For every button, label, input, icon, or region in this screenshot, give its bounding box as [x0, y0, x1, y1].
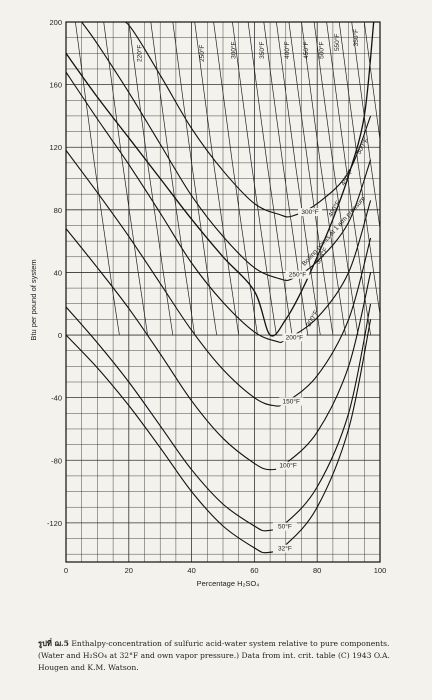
enthalpy-concentration-chart: 32°F50°F100°F150°F200°F250°F300°FBoiling…: [29, 18, 386, 588]
isotherm-line: [66, 71, 372, 344]
upper-isotherm-line: [128, 22, 174, 336]
isotherm-label: 32°F: [278, 545, 292, 553]
top-isotherm-label: 450°F: [302, 41, 310, 58]
top-isotherm-label: 550°F: [333, 34, 341, 51]
figure-number: รูปที่ ฌ.5: [38, 639, 69, 648]
upper-isotherm-line: [301, 22, 346, 336]
isotherm-line: [66, 228, 372, 471]
isotherm-label-bg: [282, 333, 307, 342]
y-tick-label: 120: [49, 143, 62, 152]
top-isotherm-label: 500°F: [317, 41, 325, 58]
isotherm-label-bg: [298, 208, 323, 217]
upper-isotherm-line: [213, 22, 258, 336]
upper-isotherm-line: [172, 22, 218, 336]
isotherm-label: 250°F: [289, 271, 306, 279]
y-tick-label: 0: [58, 331, 62, 340]
isotherm-curves: [66, 22, 380, 554]
isotherm-line: [66, 303, 372, 532]
upper-isotherm-line: [338, 22, 380, 317]
upper-isotherm-line: [75, 22, 120, 336]
isotherm-label: 150°F: [283, 397, 300, 405]
isotherm-line: [81, 22, 372, 282]
y-tick-label: 200: [49, 18, 62, 27]
isotherm-label: 100°F: [279, 462, 296, 470]
upper-isotherm-line: [288, 22, 334, 336]
y-tick-label: 160: [49, 81, 62, 90]
x-tick-label: 60: [250, 566, 258, 575]
y-tick-label: -80: [51, 456, 62, 465]
x-tick-label: 100: [374, 566, 387, 575]
isotherm-label-bg: [276, 461, 301, 470]
isotherm-label-bg: [285, 270, 310, 279]
x-tick-label: 20: [125, 566, 133, 575]
isotherm-line: [112, 22, 372, 218]
isotherm-label: 300°F: [301, 208, 318, 216]
plot-frame: [65, 21, 381, 563]
upper-isotherm-line: [313, 22, 359, 336]
upper-isotherm-line: [363, 22, 380, 143]
axis-ticks: 0 20 40 60 80 100 200 160 120 80 40 0 -40 -80 -120: [47, 18, 386, 575]
y-tick-label: -120: [47, 519, 62, 528]
y-tick-label: 80: [54, 206, 62, 215]
isotherm-label: 200°F: [286, 333, 303, 341]
top-isotherm-label: 350°F: [258, 41, 266, 58]
upper-isotherm-line: [276, 22, 321, 336]
x-tick-label: 0: [64, 566, 68, 575]
curve-labels: 32°F50°F100°F150°F200°F250°F300°FBoiling…: [135, 29, 370, 553]
y-tick-label: -40: [51, 394, 62, 403]
x-axis-title: Percentage H₂SO₄: [197, 579, 260, 588]
top-isotherm-label: 350°F: [352, 29, 360, 46]
isotherm-label-bg: [279, 397, 304, 406]
isotherm-label-bg: [272, 522, 297, 531]
upper-isotherm-line: [247, 22, 293, 336]
top-isotherm-label: 250°F: [198, 45, 206, 62]
x-tick-label: 40: [187, 566, 195, 575]
y-tick-label: 40: [54, 268, 62, 277]
y-axis-title: Btu per pound of system: [29, 259, 38, 340]
upper-isotherm-line: [103, 22, 148, 336]
isotherm-line: [66, 149, 372, 407]
top-isotherm-label: 450°F: [339, 168, 355, 187]
caption-text: Enthalpy-concentration of sulfuric acid-…: [38, 639, 390, 672]
isotherm-label: 50°F: [278, 523, 292, 531]
boiling-curve: [66, 22, 375, 337]
upper-isotherm-line: [194, 22, 240, 336]
top-isotherm-label: 400°F: [283, 41, 291, 58]
upper-isotherm-line: [150, 22, 196, 336]
x-tick-label: 80: [313, 566, 321, 575]
figure-caption: รูปที่ ฌ.5 Enthalpy-concentration of sul…: [38, 638, 398, 674]
top-isotherm-label: 300°F: [230, 41, 238, 58]
upper-isotherm-line: [351, 22, 380, 232]
upper-isotherm-line: [263, 22, 309, 336]
top-isotherm-label: 220°F: [135, 45, 143, 62]
isotherm-label-bg: [272, 544, 297, 553]
upper-isotherm-line: [232, 22, 277, 336]
upper-isotherm-line: [326, 22, 371, 336]
isotherm-line: [66, 319, 372, 554]
